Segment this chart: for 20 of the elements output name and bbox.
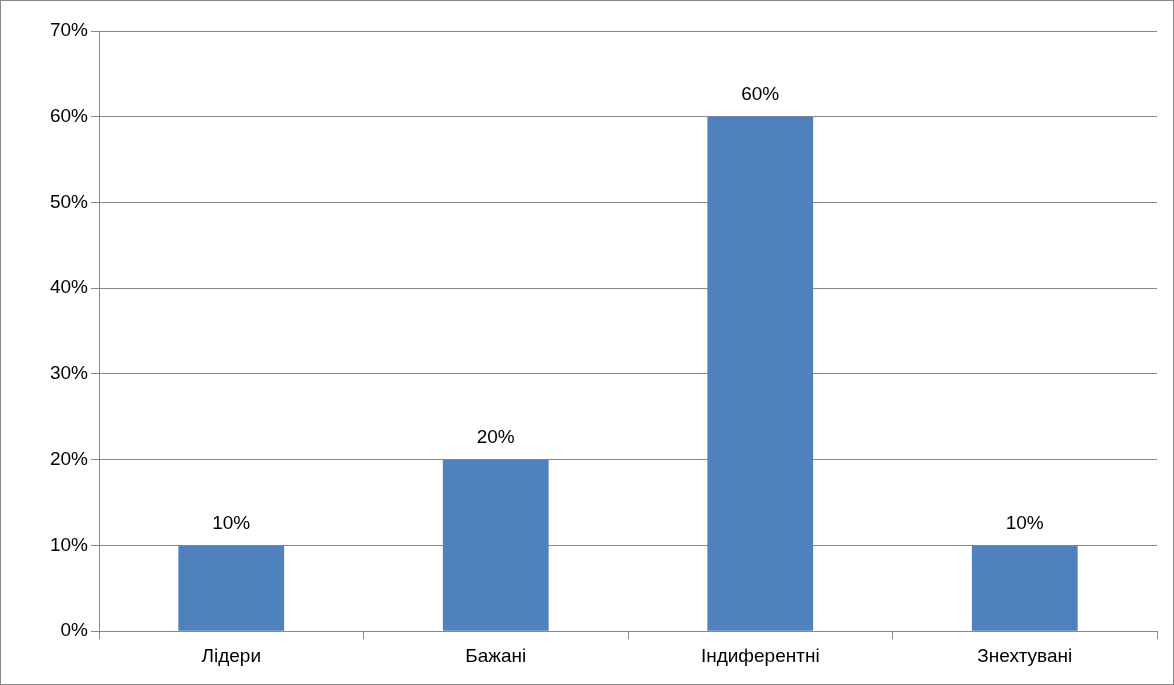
x-tick-label: Знехтувані: [977, 644, 1073, 666]
bar: [707, 116, 814, 631]
y-tick-label: 70%: [49, 19, 89, 41]
data-label: 10%: [1005, 512, 1044, 534]
y-tick-label: 30%: [49, 362, 89, 384]
y-tick-label: 20%: [49, 447, 89, 469]
y-tick-label: 60%: [49, 104, 89, 126]
data-label: 60%: [741, 83, 780, 105]
y-tick-label: 40%: [49, 276, 89, 298]
data-label: 10%: [212, 512, 251, 534]
y-tick-label: 10%: [49, 533, 89, 555]
bar: [442, 459, 549, 631]
data-label: 20%: [476, 426, 515, 448]
x-tick-label: Лідери: [201, 644, 262, 666]
x-tick-label: Індиферентні: [700, 644, 820, 666]
y-tick-label: 0%: [60, 619, 89, 641]
bar: [971, 545, 1078, 631]
bar: [178, 545, 285, 631]
y-tick-label: 50%: [49, 190, 89, 212]
x-tick-label: Бажані: [465, 644, 527, 666]
